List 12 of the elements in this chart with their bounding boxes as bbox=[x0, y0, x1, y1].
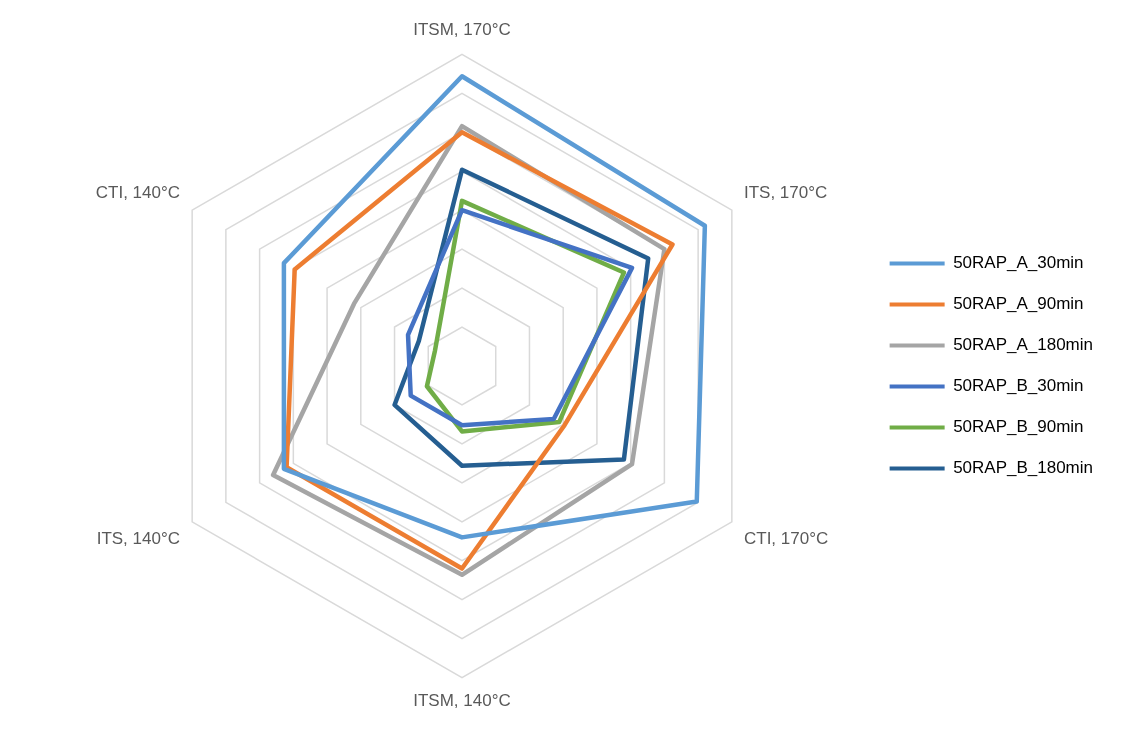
legend-label: 50RAP_A_30min bbox=[953, 253, 1084, 273]
spoke-label: CTI, 170°C bbox=[743, 528, 829, 548]
legend-label: 50RAP_B_90min bbox=[953, 417, 1084, 437]
legend-label: 50RAP_B_30min bbox=[953, 376, 1084, 396]
spoke-label: ITSM, 170°C bbox=[413, 19, 511, 39]
spoke-label: ITSM, 140°C bbox=[413, 691, 511, 711]
spoke-label: CTI, 140°C bbox=[95, 182, 181, 202]
legend-label: 50RAP_B_180min bbox=[953, 458, 1094, 478]
spoke-label: ITS, 140°C bbox=[96, 528, 181, 548]
legend-label: 50RAP_A_180min bbox=[953, 335, 1094, 355]
spoke-label: ITS, 170°C bbox=[743, 182, 828, 202]
legend-label: 50RAP_A_90min bbox=[953, 294, 1084, 314]
